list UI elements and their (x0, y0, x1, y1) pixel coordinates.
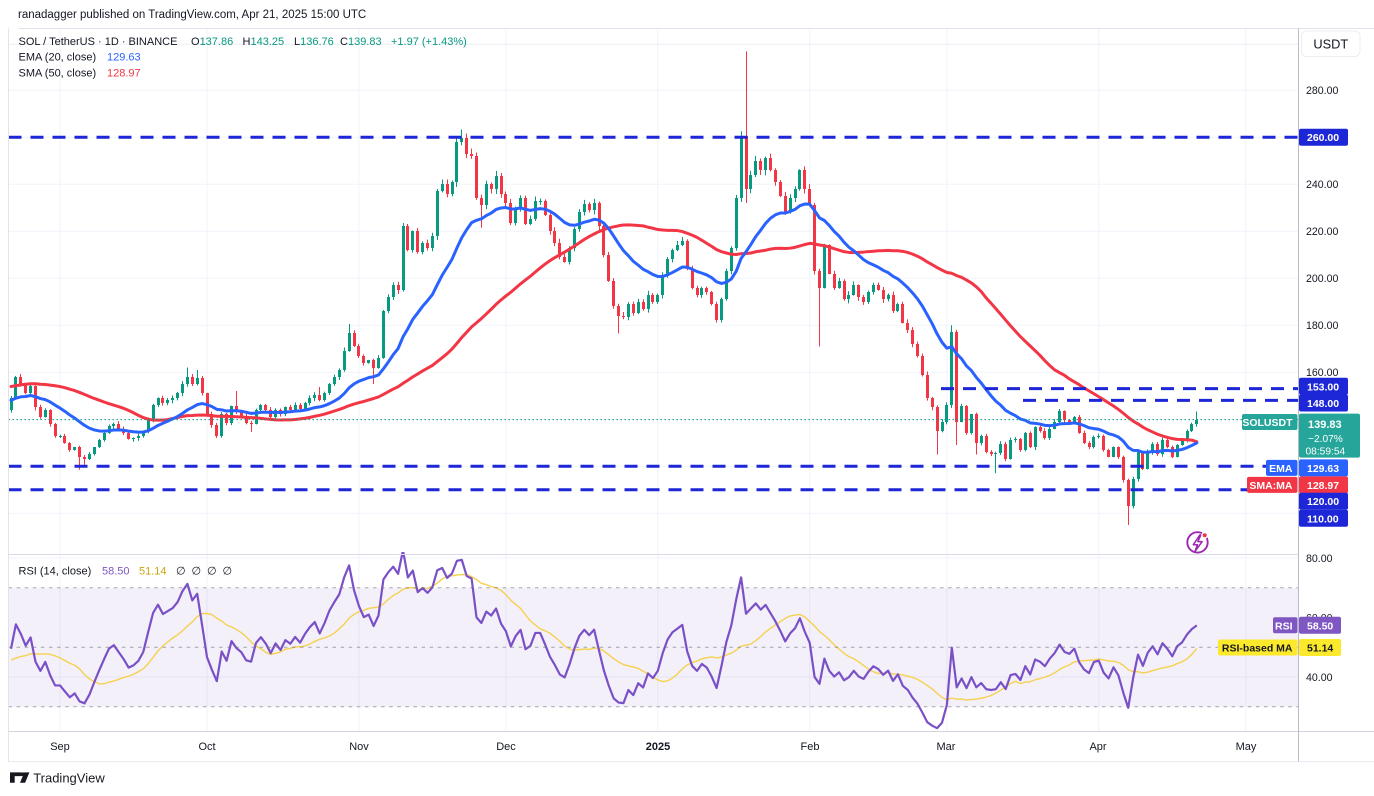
svg-text:RSI-based MA: RSI-based MA (1222, 643, 1293, 655)
svg-text:SOL / TetherUS · 1D · BINANCE: SOL / TetherUS · 1D · BINANCE O137.86 H1… (19, 36, 467, 48)
svg-text:120.00: 120.00 (1307, 496, 1339, 508)
svg-text:RSI: RSI (1275, 620, 1293, 632)
svg-text:148.00: 148.00 (1307, 398, 1339, 410)
svg-text:40.00: 40.00 (1306, 672, 1333, 684)
svg-text:51.14: 51.14 (1307, 643, 1333, 655)
svg-text:2025: 2025 (646, 741, 670, 753)
svg-text:58.50: 58.50 (1307, 620, 1333, 632)
svg-text:TradingView: TradingView (33, 770, 105, 785)
svg-text:153.00: 153.00 (1307, 381, 1339, 393)
svg-text:110.00: 110.00 (1307, 513, 1339, 525)
svg-text:240.00: 240.00 (1306, 179, 1339, 191)
svg-text:SOLUSDT: SOLUSDT (1242, 417, 1293, 429)
svg-text:May: May (1236, 741, 1257, 753)
svg-text:∅: ∅ (223, 566, 233, 578)
svg-text:128.97: 128.97 (1307, 480, 1339, 492)
svg-text:ranadagger published on Tradin: ranadagger published on TradingView.com,… (18, 9, 366, 21)
svg-text:Sep: Sep (50, 741, 70, 753)
svg-text:EMA (20, close): EMA (20, close) (19, 52, 97, 64)
svg-text:USDT: USDT (1313, 37, 1348, 52)
svg-text:260.00: 260.00 (1307, 132, 1339, 144)
svg-text:139.83: 139.83 (1308, 419, 1342, 431)
svg-text:220.00: 220.00 (1306, 226, 1339, 238)
svg-text:Oct: Oct (198, 741, 215, 753)
svg-text:SMA:MA: SMA:MA (1249, 480, 1293, 492)
svg-text:160.00: 160.00 (1306, 367, 1339, 379)
svg-text:EMA: EMA (1269, 463, 1293, 475)
svg-text:58.50: 58.50 (102, 566, 130, 578)
svg-text:Nov: Nov (349, 741, 369, 753)
svg-text:200.00: 200.00 (1306, 273, 1339, 285)
svg-text:∅: ∅ (207, 566, 217, 578)
svg-text:SMA (50, close): SMA (50, close) (19, 68, 97, 80)
svg-text:Dec: Dec (496, 741, 516, 753)
svg-text:51.14: 51.14 (139, 566, 167, 578)
svg-text:180.00: 180.00 (1306, 320, 1339, 332)
svg-text:129.63: 129.63 (1307, 463, 1339, 475)
svg-text:08:59:54: 08:59:54 (1306, 447, 1346, 458)
svg-text:∅: ∅ (192, 566, 202, 578)
svg-text:Mar: Mar (937, 741, 956, 753)
svg-text:RSI (14, close): RSI (14, close) (19, 566, 92, 578)
svg-text:Feb: Feb (801, 741, 820, 753)
svg-text:−2.07%: −2.07% (1308, 434, 1343, 445)
svg-text:128.97: 128.97 (107, 68, 141, 80)
svg-text:129.63: 129.63 (107, 52, 141, 64)
svg-text:280.00: 280.00 (1306, 85, 1339, 97)
svg-text:∅: ∅ (176, 566, 186, 578)
svg-text:Apr: Apr (1089, 741, 1106, 753)
svg-text:80.00: 80.00 (1306, 553, 1333, 565)
